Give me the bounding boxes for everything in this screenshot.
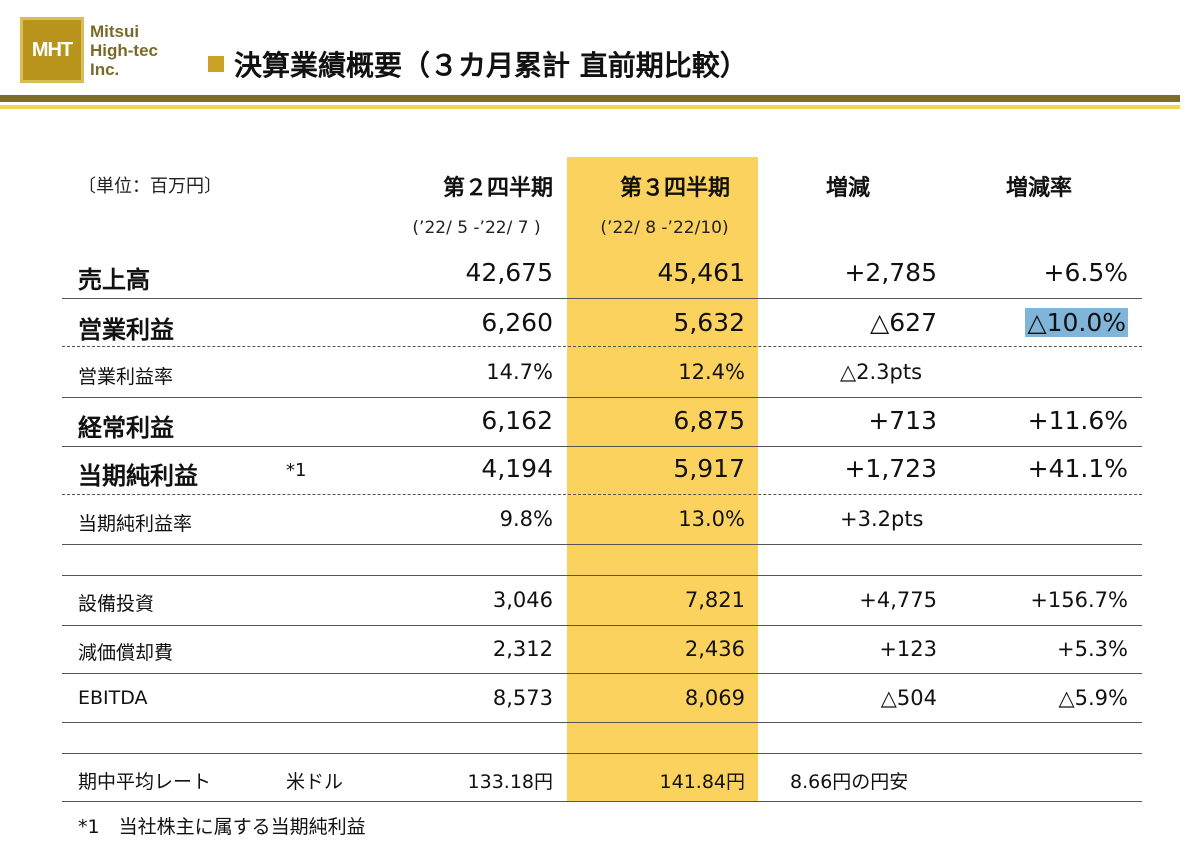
operating-income-q2: 6,260 bbox=[481, 308, 553, 337]
net-income-q3: 5,917 bbox=[673, 454, 745, 483]
capex-change: +4,775 bbox=[859, 588, 937, 612]
company-logo: MHT bbox=[20, 17, 84, 83]
net-income-change: +1,723 bbox=[844, 454, 937, 483]
title-bullet-icon bbox=[208, 56, 224, 72]
ebitda-q2: 8,573 bbox=[492, 686, 553, 710]
company-name-line: Mitsui bbox=[90, 22, 140, 41]
row-divider bbox=[62, 722, 1142, 723]
company-name-line: Inc. bbox=[90, 60, 120, 79]
operating-margin-change: △2.3pts bbox=[840, 360, 923, 384]
depreciation-rate: +5.3% bbox=[1057, 637, 1128, 661]
row-label-sales: 売上高 bbox=[78, 266, 150, 294]
row-label-operating-income: 営業利益 bbox=[78, 316, 174, 344]
row-divider bbox=[62, 801, 1142, 802]
header-rule bbox=[0, 95, 1180, 102]
sales-q2: 42,675 bbox=[465, 258, 553, 287]
period-q2: (’22/ 5 -’22/ 7 ) bbox=[412, 218, 541, 238]
net-margin-q3: 13.0% bbox=[678, 507, 745, 531]
capex-rate: +156.7% bbox=[1030, 588, 1128, 612]
row-label-average-rate: 期中平均レート bbox=[78, 771, 212, 793]
net-income-rate: +41.1% bbox=[1027, 454, 1128, 483]
footnote: *1 当社株主に属する当期純利益 bbox=[78, 816, 366, 838]
depreciation-change: +123 bbox=[879, 637, 937, 661]
row-divider bbox=[62, 397, 1142, 398]
column-header-q2: 第２四半期 bbox=[442, 176, 553, 201]
row-divider bbox=[62, 446, 1142, 447]
operating-income-q3: 5,632 bbox=[673, 308, 745, 337]
row-divider bbox=[62, 575, 1142, 576]
sales-rate: +6.5% bbox=[1043, 258, 1128, 287]
company-name: Mitsui High-tec Inc. bbox=[90, 22, 180, 79]
ebitda-q3: 8,069 bbox=[684, 686, 745, 710]
depreciation-q3: 2,436 bbox=[684, 637, 745, 661]
operating-income-change: △627 bbox=[870, 308, 937, 337]
capex-q3: 7,821 bbox=[684, 588, 745, 612]
period-q3: (’22/ 8 -’22/10) bbox=[600, 218, 729, 238]
ordinary-income-change: +713 bbox=[868, 406, 937, 435]
row-label-net-income: 当期純利益 bbox=[78, 462, 198, 490]
net-income-q2: 4,194 bbox=[481, 454, 553, 483]
average-rate-change: 8.66円の円安 bbox=[790, 771, 909, 793]
page-title-wrap: 決算業績概要（３カ月累計 直前期比較） bbox=[208, 44, 748, 84]
column-header-change-rate: 増減率 bbox=[1006, 176, 1073, 201]
column-header-q3: 第３四半期 bbox=[619, 176, 730, 201]
depreciation-q2: 2,312 bbox=[492, 637, 553, 661]
net-margin-change: +3.2pts bbox=[840, 507, 924, 531]
average-rate-q2: 133.18円 bbox=[467, 771, 553, 793]
row-label-capex: 設備投資 bbox=[78, 593, 155, 615]
average-rate-currency: 米ドル bbox=[286, 771, 344, 793]
ordinary-income-q2: 6,162 bbox=[481, 406, 553, 435]
sales-q3: 45,461 bbox=[657, 258, 745, 287]
ordinary-income-rate: +11.6% bbox=[1027, 406, 1128, 435]
row-divider-dashed bbox=[62, 346, 1142, 347]
header-rule-accent bbox=[0, 105, 1180, 109]
ordinary-income-q3: 6,875 bbox=[673, 406, 745, 435]
column-header-change: 増減 bbox=[826, 176, 871, 201]
row-divider-dashed bbox=[62, 494, 1142, 495]
row-divider bbox=[62, 544, 1142, 545]
row-label-net-margin: 当期純利益率 bbox=[78, 513, 193, 535]
row-divider bbox=[62, 673, 1142, 674]
ebitda-rate: △5.9% bbox=[1058, 686, 1128, 710]
operating-income-rate-cell: △10.0% bbox=[950, 308, 1128, 337]
operating-margin-q2: 14.7% bbox=[486, 360, 553, 384]
unit-label: 〔単位：百万円〕 bbox=[78, 176, 222, 197]
sales-change: +2,785 bbox=[844, 258, 937, 287]
row-label-depreciation: 減価償却費 bbox=[78, 642, 174, 664]
logo-mark: MHT bbox=[31, 38, 73, 61]
operating-income-rate: △10.0% bbox=[1025, 308, 1128, 337]
net-margin-q2: 9.8% bbox=[499, 507, 553, 531]
row-label-ebitda: EBITDA bbox=[78, 687, 148, 709]
row-divider bbox=[62, 753, 1142, 754]
capex-q2: 3,046 bbox=[492, 588, 553, 612]
company-name-line: High-tec bbox=[90, 41, 158, 60]
row-divider bbox=[62, 298, 1142, 299]
page-title: 決算業績概要（３カ月累計 直前期比較） bbox=[234, 49, 748, 82]
row-label-ordinary-income: 経常利益 bbox=[78, 414, 174, 442]
ebitda-change: △504 bbox=[880, 686, 937, 710]
average-rate-q3: 141.84円 bbox=[659, 771, 745, 793]
row-divider bbox=[62, 625, 1142, 626]
net-income-footnote-mark: *1 bbox=[286, 460, 307, 481]
row-label-operating-margin: 営業利益率 bbox=[78, 366, 174, 388]
operating-margin-q3: 12.4% bbox=[678, 360, 745, 384]
q3-column-highlight bbox=[567, 157, 758, 801]
